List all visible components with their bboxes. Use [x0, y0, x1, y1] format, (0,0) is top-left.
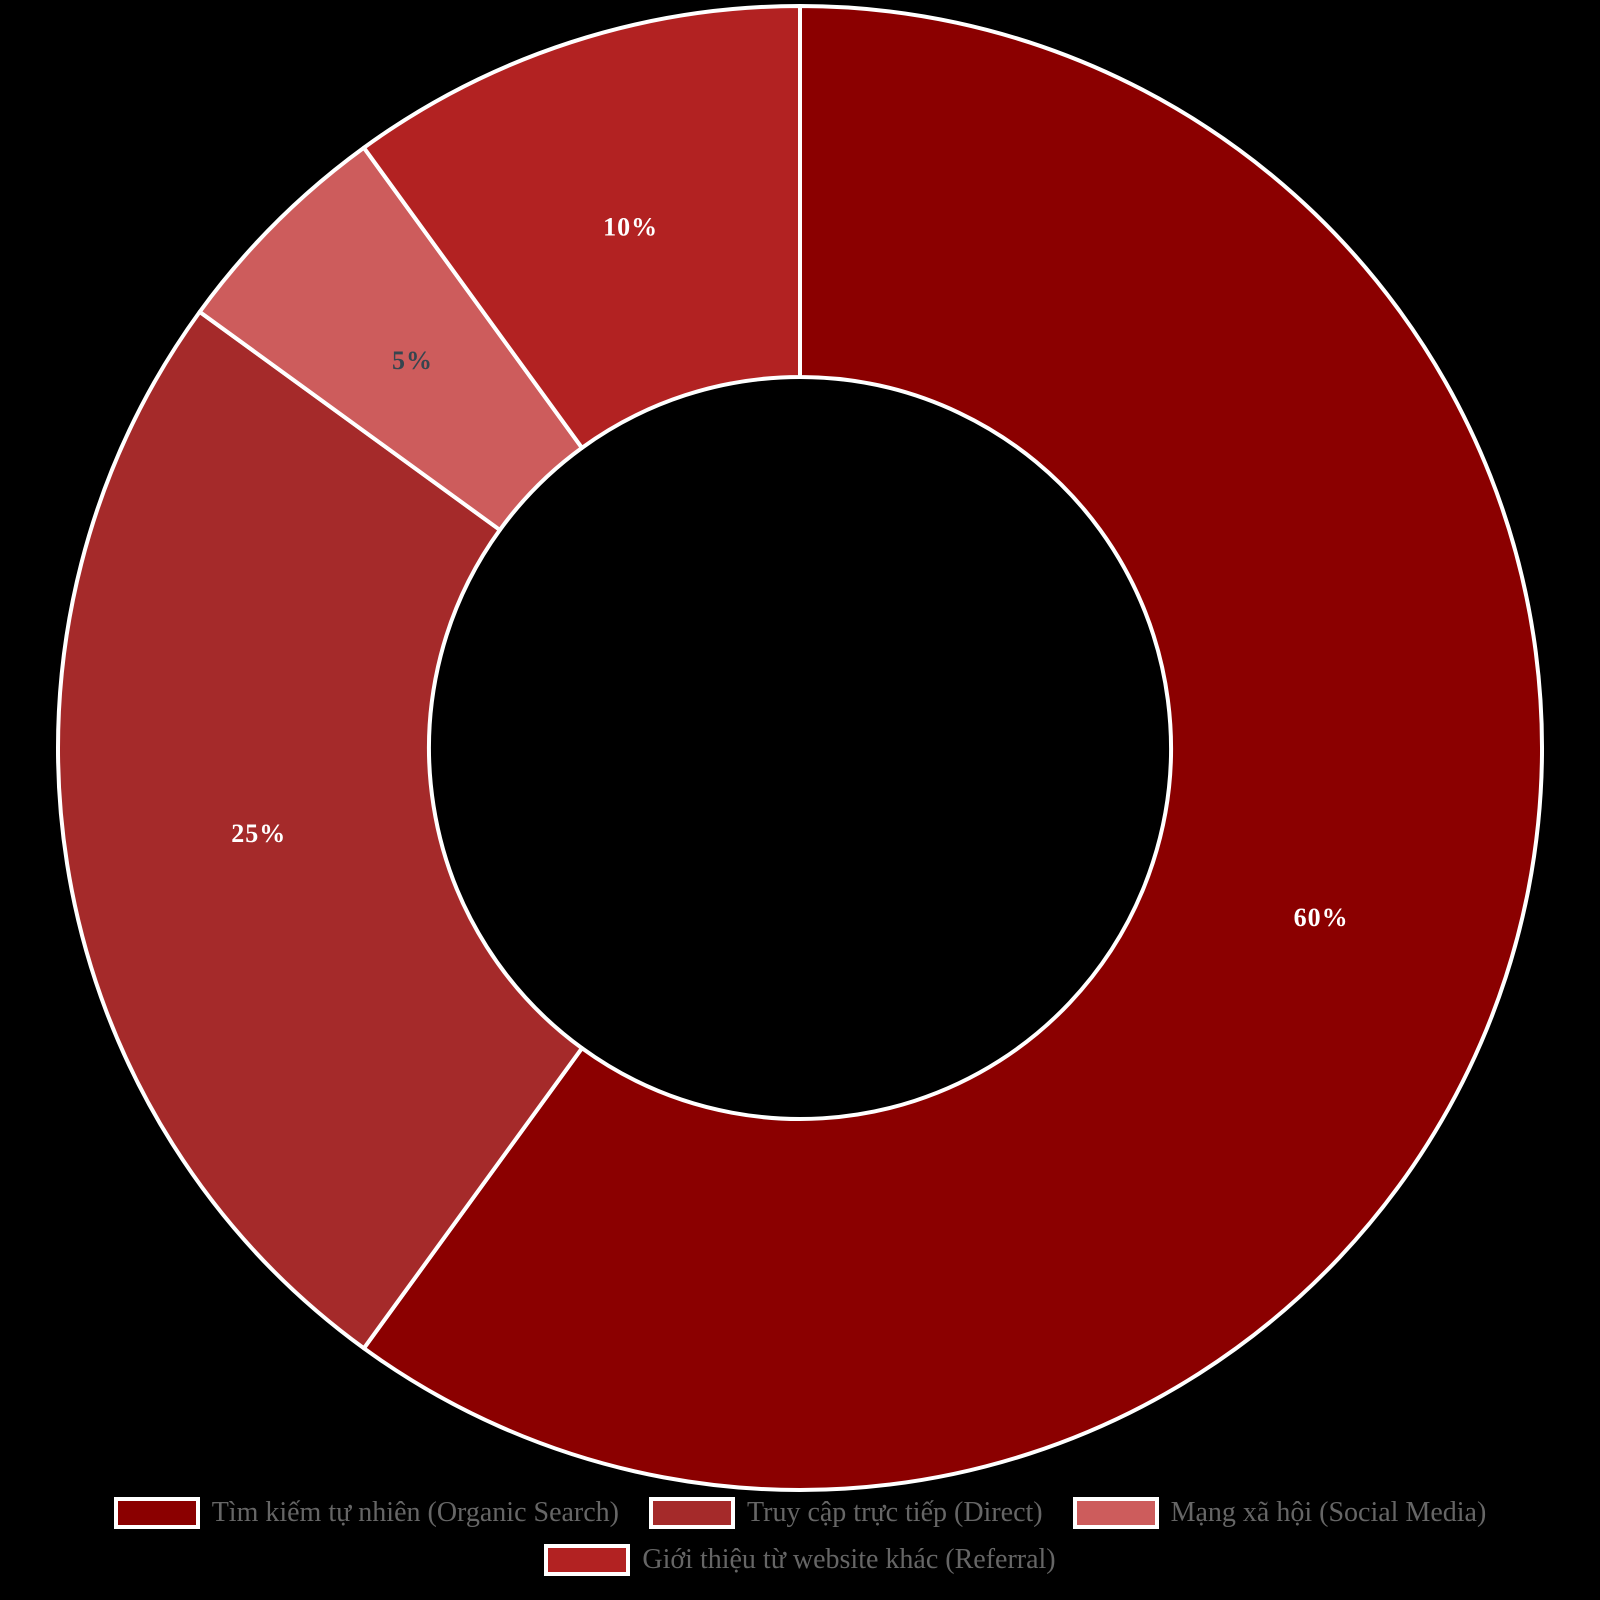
legend-label-social-media: Mạng xã hội (Social Media) — [1170, 1496, 1487, 1528]
slice-label-social-media: 5% — [392, 346, 433, 375]
slice-direct[interactable] — [56, 309, 584, 1351]
legend-swatch-direct — [649, 1497, 735, 1529]
legend-item-direct[interactable]: Truy cập trực tiếp (Direct) — [649, 1497, 1043, 1529]
legend-label-organic-search: Tìm kiếm tự nhiên (Organic Search) — [211, 1496, 619, 1528]
slice-organic-search[interactable] — [361, 4, 1544, 1492]
legend-item-social-media[interactable]: Mạng xã hội (Social Media) — [1072, 1496, 1487, 1529]
slice-label-organic-search: 60% — [1294, 903, 1349, 932]
legend-item-referral[interactable]: Giới thiệu từ website khác (Referral) — [544, 1543, 1056, 1576]
legend-label-referral: Giới thiệu từ website khác (Referral) — [642, 1543, 1056, 1575]
slice-label-referral: 10% — [603, 212, 658, 241]
legend-item-organic-search[interactable]: Tìm kiếm tự nhiên (Organic Search) — [113, 1496, 619, 1529]
slice-label-direct: 25% — [231, 819, 286, 848]
legend-label-direct: Truy cập trực tiếp (Direct) — [747, 1496, 1043, 1528]
legend-swatch-organic-search — [113, 1497, 200, 1529]
legend-swatch-referral — [544, 1544, 631, 1576]
legend-swatch-social-media — [1072, 1497, 1159, 1529]
legend: Tìm kiếm tự nhiên (Organic Search) Truy c… — [0, 1497, 1600, 1576]
slice-referral[interactable] — [361, 4, 802, 450]
